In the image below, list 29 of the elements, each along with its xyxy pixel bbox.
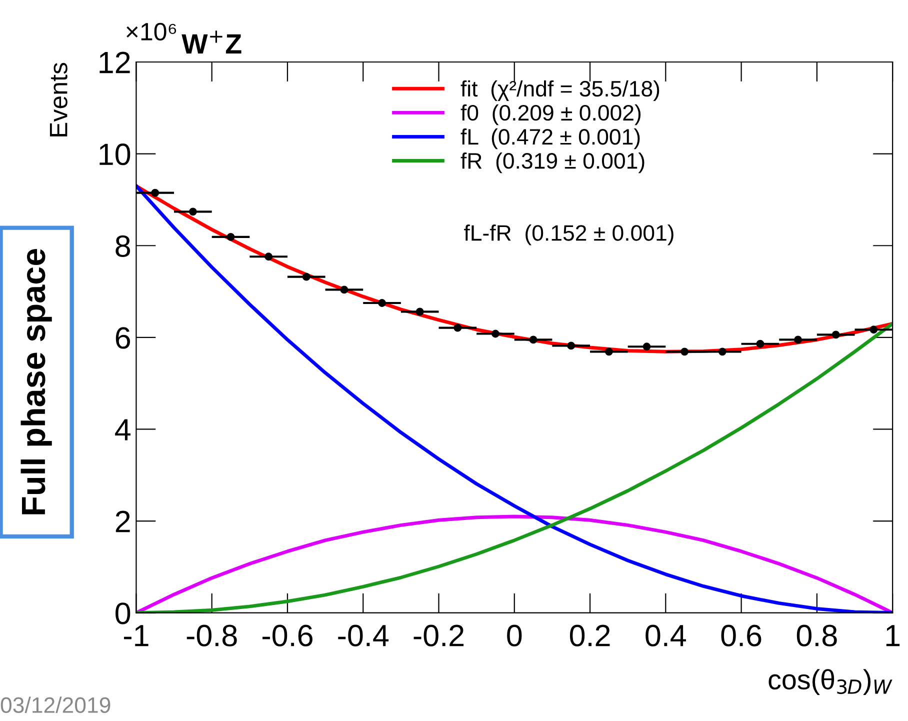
legend-label: fit (χ²/ndf = 35.5/18): [460, 80, 660, 102]
x-tick-label: 0.8: [796, 624, 837, 646]
x-tick-label: -0.4: [338, 624, 389, 646]
y-tick-label: 4: [115, 419, 130, 440]
y-tick-label: 10: [100, 144, 130, 166]
y-tick-label: 0: [116, 602, 130, 624]
x-tick-label: -0.2: [414, 624, 464, 646]
chart-title: W$^{+}$Z: [182, 30, 242, 54]
legend-label: fL (0.472 ± 0.001): [460, 128, 640, 150]
y-axis-title: Events: [50, 62, 68, 136]
x-tick-label: -1: [124, 625, 148, 646]
x-tick-label: 0.2: [570, 624, 610, 646]
text: ×10⁶: [126, 22, 176, 41]
y-tick-label: 6: [116, 327, 130, 349]
legend-label: f0 (0.209 ± 0.002): [460, 104, 641, 126]
legend-label: fR (0.319 ± 0.001): [460, 152, 644, 174]
x-tick-label: 1: [886, 625, 900, 646]
y-tick-label: 12: [100, 52, 130, 74]
x-tick-label: -0.6: [262, 624, 312, 646]
text: Full phase space: [20, 248, 52, 514]
y-tick-label: 8: [116, 235, 130, 257]
x-tick-label: 0.4: [646, 624, 686, 646]
text: 03/12/2019: [0, 696, 110, 714]
x-tick-label: -0.8: [186, 624, 237, 646]
annotation: fL-fR (0.152 ± 0.001): [464, 224, 674, 246]
x-tick-label: 0: [507, 624, 522, 646]
x-axis-title: cos(θ$_{3D}$)$_{W}$: [768, 669, 892, 695]
y-tick-label: 2: [116, 510, 130, 532]
x-tick-label: 0.6: [721, 624, 762, 646]
